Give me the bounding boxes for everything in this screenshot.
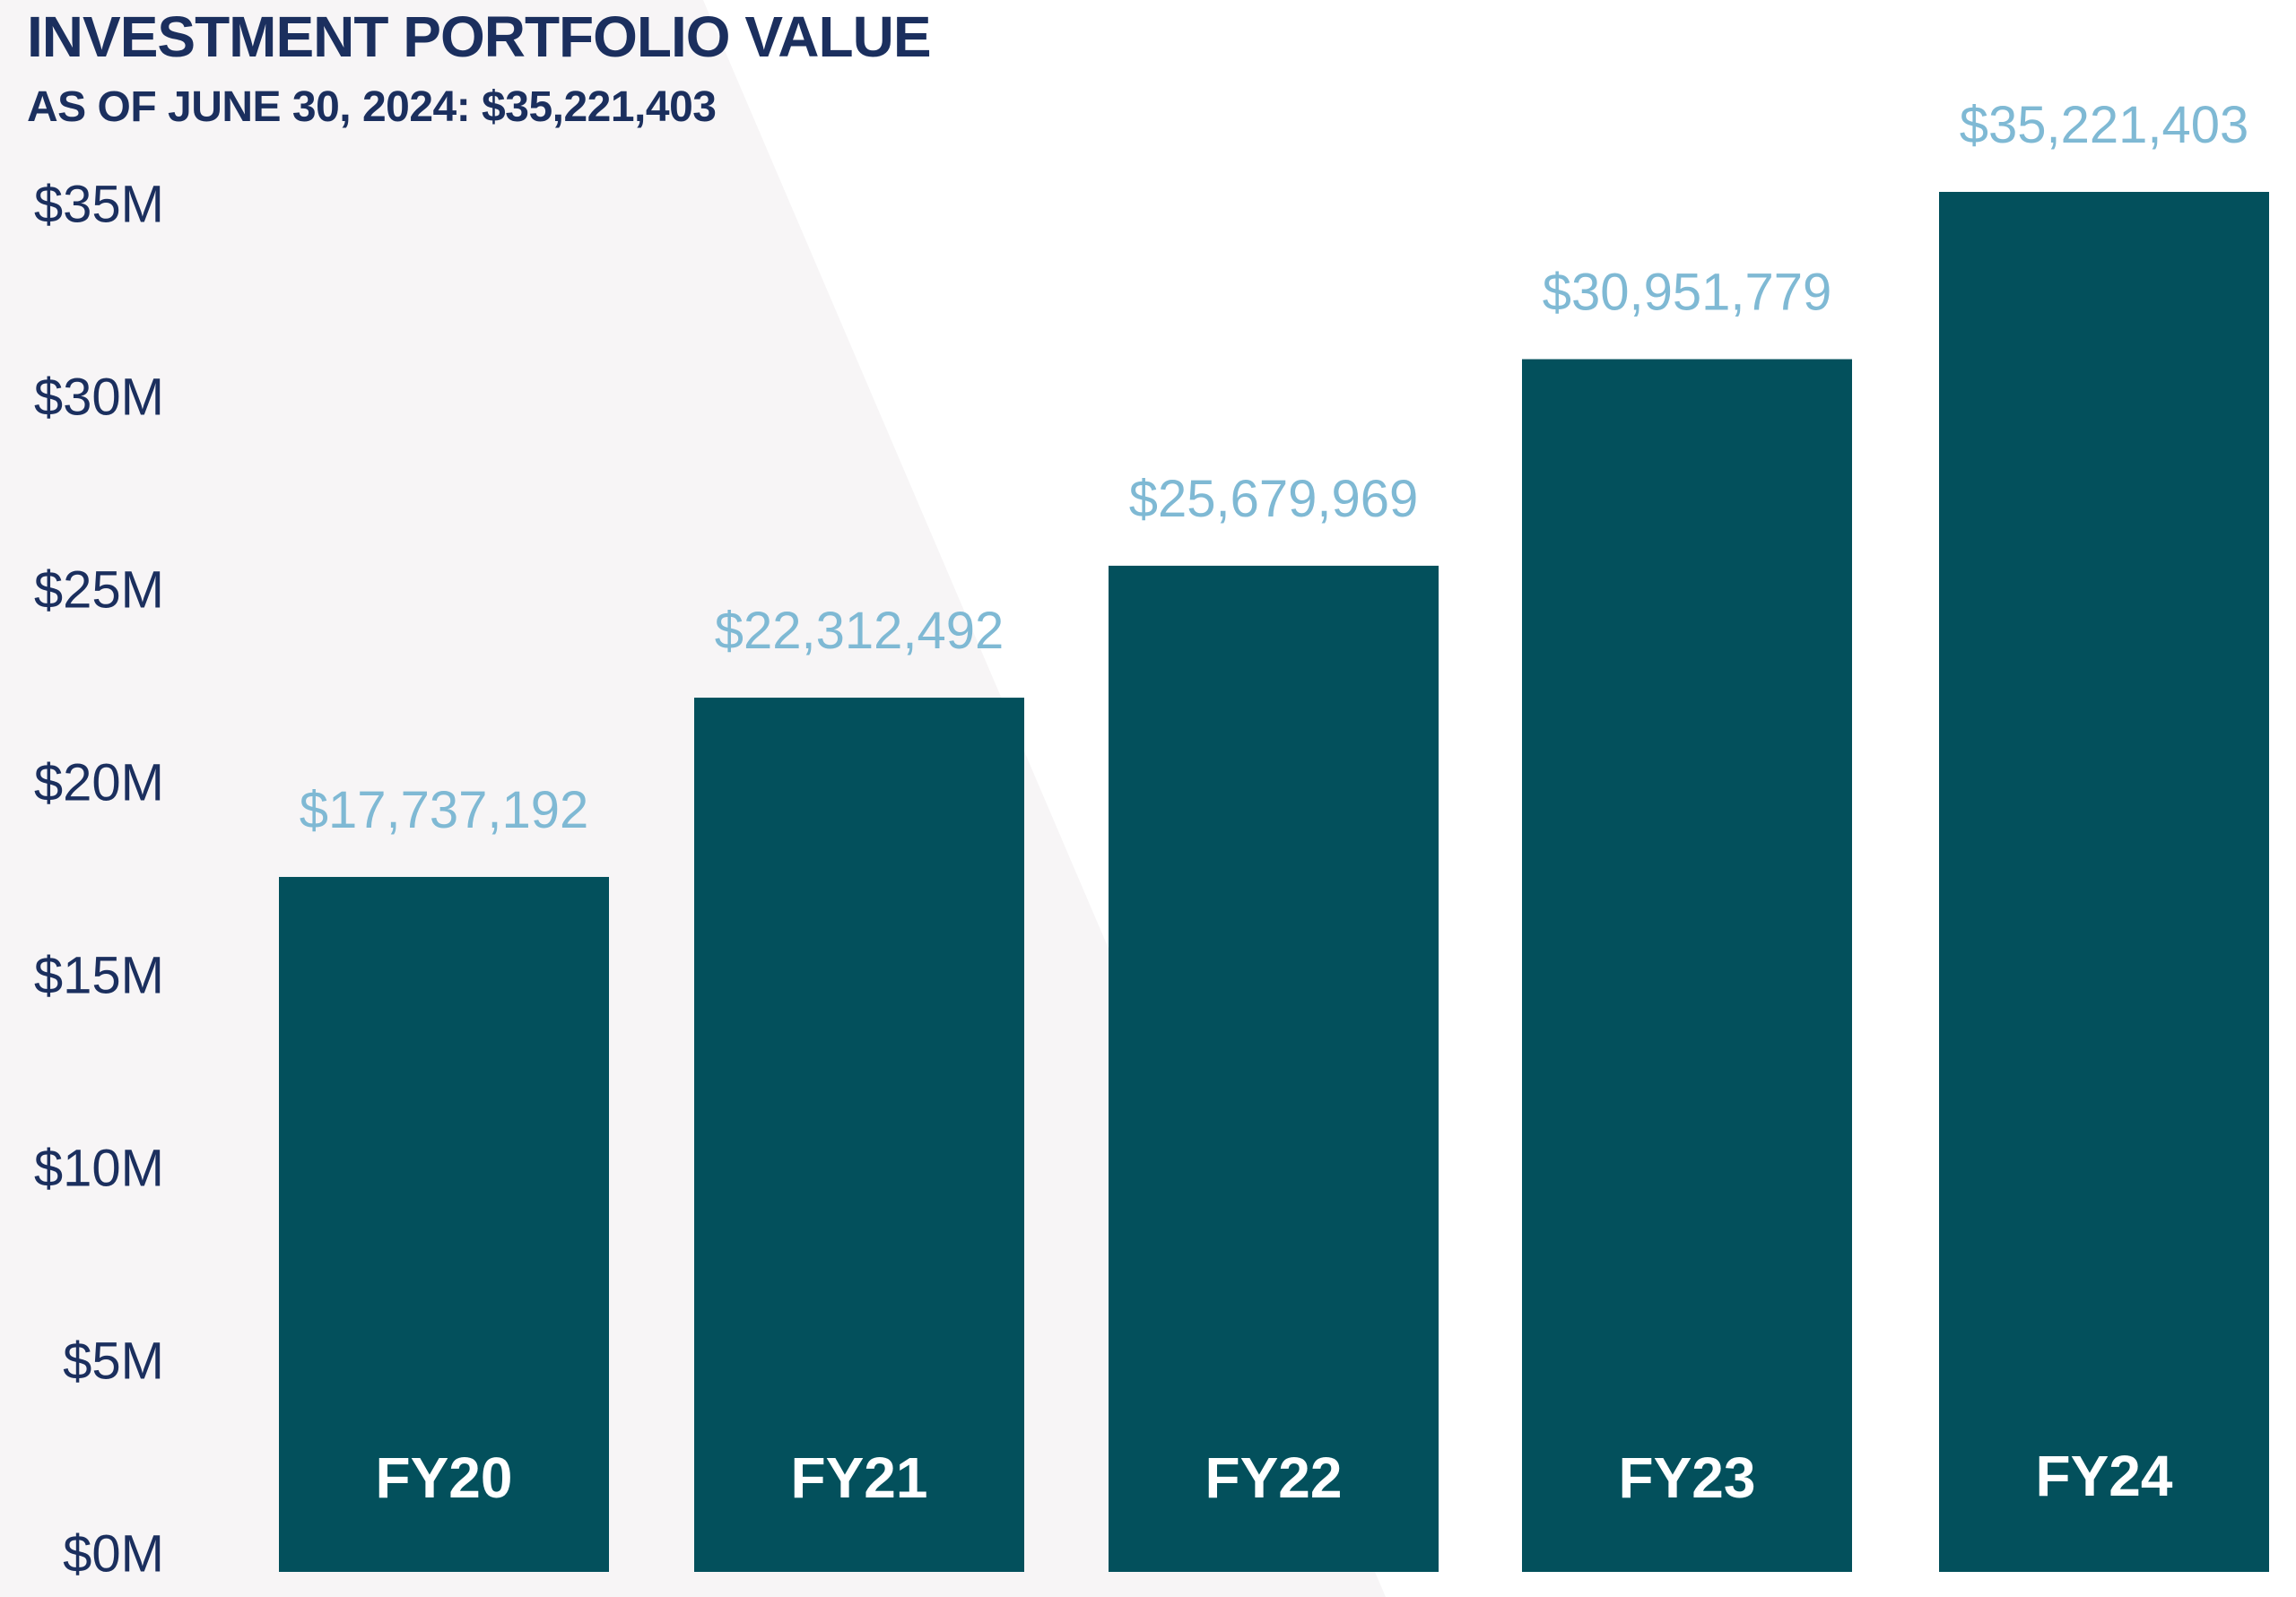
data-label: $35,221,403 (1960, 96, 2249, 154)
bar-group-fy24: $35,221,403 FY24 (1939, 96, 2269, 1572)
bar (279, 876, 609, 1572)
x-category-label: FY21 (791, 1445, 928, 1510)
data-label: $17,737,192 (300, 781, 589, 839)
x-category-label: FY20 (376, 1445, 513, 1510)
data-label: $22,312,492 (715, 602, 1004, 660)
bar (694, 698, 1024, 1572)
chart-title: INVESTMENT PORTFOLIO VALUE (27, 4, 931, 69)
data-label: $30,951,779 (1543, 264, 1832, 322)
y-tick-label: $20M (34, 754, 164, 812)
bar-group-fy23: $30,951,779 FY23 (1522, 264, 1852, 1573)
bar (1109, 565, 1439, 1573)
x-category-label: FY23 (1619, 1445, 1756, 1510)
bar-group-fy20: $17,737,192 FY20 (279, 781, 609, 1572)
y-tick-label: $15M (34, 947, 164, 1005)
x-category-label: FY24 (2036, 1444, 2173, 1508)
y-tick-label: $10M (34, 1140, 164, 1198)
chart-subtitle: AS OF JUNE 30, 2024: $35,221,403 (27, 83, 717, 131)
y-tick-label: $5M (63, 1332, 164, 1391)
y-tick-label: $30M (34, 369, 164, 427)
y-tick-label: $0M (63, 1525, 164, 1584)
bar (1522, 359, 1852, 1573)
data-label: $25,679,969 (1129, 470, 1419, 528)
y-tick-label: $25M (34, 561, 164, 620)
y-axis: $0M $5M $10M $15M $20M $25M $30M $35M (34, 176, 164, 1584)
x-category-label: FY22 (1205, 1445, 1343, 1510)
bar (1939, 192, 2269, 1572)
bar-group-fy22: $25,679,969 FY22 (1109, 470, 1439, 1573)
y-tick-label: $35M (34, 176, 164, 234)
bars: $17,737,192 FY20 $22,312,492 FY21 $25,679,96… (279, 96, 2269, 1573)
bar-group-fy21: $22,312,492 FY21 (694, 602, 1024, 1572)
